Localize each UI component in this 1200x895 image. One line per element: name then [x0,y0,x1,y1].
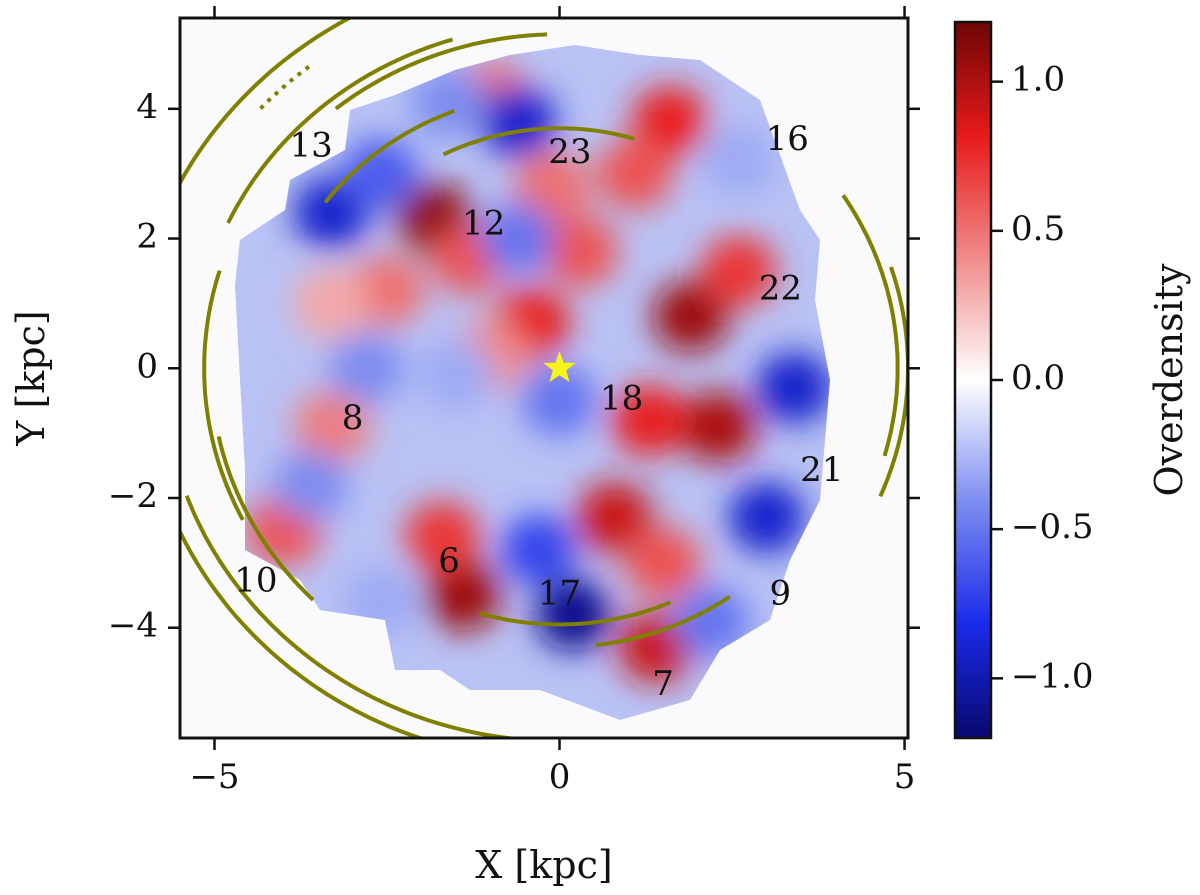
arm-label-18: 18 [600,379,643,419]
x-tick-label: 0 [549,757,571,797]
spiral-arm-6 [180,527,427,738]
y-tick-label: 2 [136,217,158,257]
colorbar-tick-label: −1.0 [1011,656,1094,696]
spiral-arm-10 [184,495,528,738]
density-blob [673,585,750,657]
density-map [235,45,830,720]
density-blob [631,86,708,158]
density-blob [700,235,777,307]
density-blob [480,86,557,158]
spiral-arm-12 [226,37,454,224]
arm-label-12: 12 [462,204,505,244]
plot-frame [178,16,910,740]
y-tick-label: −2 [108,476,158,516]
spiral-arm-22 [442,126,635,157]
x-tick-label: 5 [894,757,916,797]
spiral-arm-18 [202,269,245,521]
arm-label-22: 22 [759,268,802,308]
density-blob [542,215,619,288]
arm-label-17: 17 [538,573,581,613]
x-tick-label: −5 [189,757,239,797]
y-axis-ticks: 4 2 0 −2 −4 [108,87,920,646]
density-blob [756,352,830,424]
colorbar-tick-label: −0.5 [1011,507,1094,547]
arm-labels: 13 12 23 16 22 18 21 9 8 6 10 17 7 [234,119,843,704]
density-blob [293,267,370,340]
density-blob [404,501,481,573]
density-blob [273,449,350,521]
density-blob [611,384,688,456]
arm-label-6: 6 [438,541,460,581]
y-tick-label: −4 [108,606,158,646]
arm-label-9: 9 [770,573,792,613]
density-blob [597,138,674,210]
spiral-arm-9 [841,194,900,457]
colorbar [953,20,993,740]
x-axis-label: X [kpc] [475,843,612,887]
density-blob [480,202,557,275]
density-blob [500,514,577,586]
spiral-arms [180,18,908,738]
density-blob [328,332,405,404]
spiral-arm-7 [595,595,731,648]
spiral-arm-23 [323,109,456,204]
colorbar-tick-label: 1.0 [1011,60,1065,100]
density-blob [728,481,805,554]
colorbar-tick-label: 0.5 [1011,209,1065,249]
spiral-arm-16 [334,32,548,111]
density-blob [535,579,612,651]
density-blob [652,280,729,353]
arm-label-10: 10 [234,560,277,600]
arm-label-16: 16 [766,119,809,159]
colorbar-ticks: 1.0 0.5 0.0 −0.5 −1.0 [991,60,1094,696]
spiral-arm-13 [180,18,354,187]
colorbar-tick-label: 0.0 [1011,358,1065,398]
density-blob [700,125,777,197]
density-blob [680,390,757,463]
spiral-arm-dotted [255,65,311,114]
y-axis-label: Y [kpc] [9,310,53,446]
density-blob [293,390,370,463]
arm-label-8: 8 [342,398,364,438]
arm-label-23: 23 [548,132,591,172]
spiral-arm-17 [479,600,672,627]
arm-label-21: 21 [800,450,843,490]
arm-label-7: 7 [652,664,674,704]
density-blob [625,527,701,599]
x-axis-ticks: −5 0 5 [189,6,915,797]
y-tick-label: 0 [136,346,158,386]
density-blob [521,365,598,437]
density-blob [418,339,494,411]
y-tick-label: 4 [136,87,158,127]
density-blobs [245,60,830,683]
spiral-arm-8 [216,435,315,602]
colorbar-label: Overdensity [1147,263,1191,496]
arm-label-13: 13 [289,126,332,166]
sun-star-marker [543,351,576,382]
density-blob [342,138,419,210]
density-blob [514,150,591,223]
density-blob [576,481,653,554]
